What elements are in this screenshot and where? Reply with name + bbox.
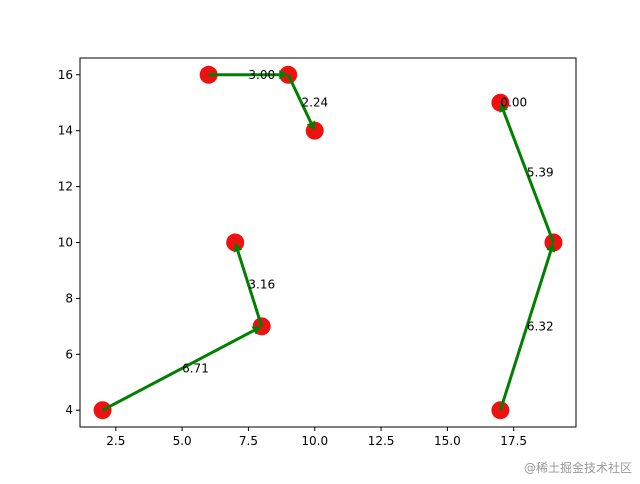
x-tick-label: 5.0 [173, 434, 192, 448]
arrow-head [251, 326, 262, 335]
x-tick-label: 17.5 [500, 434, 527, 448]
y-tick-label: 10 [58, 236, 73, 250]
arrow-shaft [498, 250, 553, 411]
arrow [499, 102, 555, 244]
x-tick-label: 10.0 [301, 434, 328, 448]
distance-label: 2.24 [301, 96, 328, 110]
distance-label: 6.32 [527, 319, 554, 333]
distance-label: 6.71 [182, 361, 209, 375]
arrow-head [499, 102, 508, 113]
y-tick-label: 12 [58, 180, 73, 194]
arrow [101, 326, 262, 412]
distance-label: 3.00 [248, 68, 275, 82]
arrow-head [233, 242, 243, 253]
y-tick-label: 14 [58, 124, 73, 138]
y-tick-label: 6 [65, 347, 73, 361]
distance-label: 0.00 [500, 96, 527, 110]
arrow-head [306, 120, 315, 131]
x-tick-label: 7.5 [239, 434, 258, 448]
distance-label: 3.16 [248, 277, 275, 291]
y-tick-label: 8 [65, 291, 73, 305]
arrow [233, 242, 264, 327]
arrow-shaft [286, 74, 313, 124]
arrow-shaft [236, 250, 264, 327]
x-tick-label: 2.5 [106, 434, 125, 448]
arrow-head [279, 70, 289, 80]
y-tick-label: 16 [58, 68, 73, 82]
arrow [208, 70, 289, 80]
x-tick-label: 12.5 [368, 434, 395, 448]
arrow-shaft [101, 329, 255, 412]
arrow [286, 74, 315, 131]
watermark: @稀土掘金技术社区 [524, 460, 632, 475]
axes-frame [79, 57, 577, 428]
distance-label: 5.39 [527, 166, 554, 180]
y-tick-label: 4 [65, 403, 73, 417]
arrow-shaft [502, 110, 555, 244]
x-tick-label: 15.0 [434, 434, 461, 448]
arrow [498, 242, 556, 411]
arrow-head [546, 242, 556, 253]
